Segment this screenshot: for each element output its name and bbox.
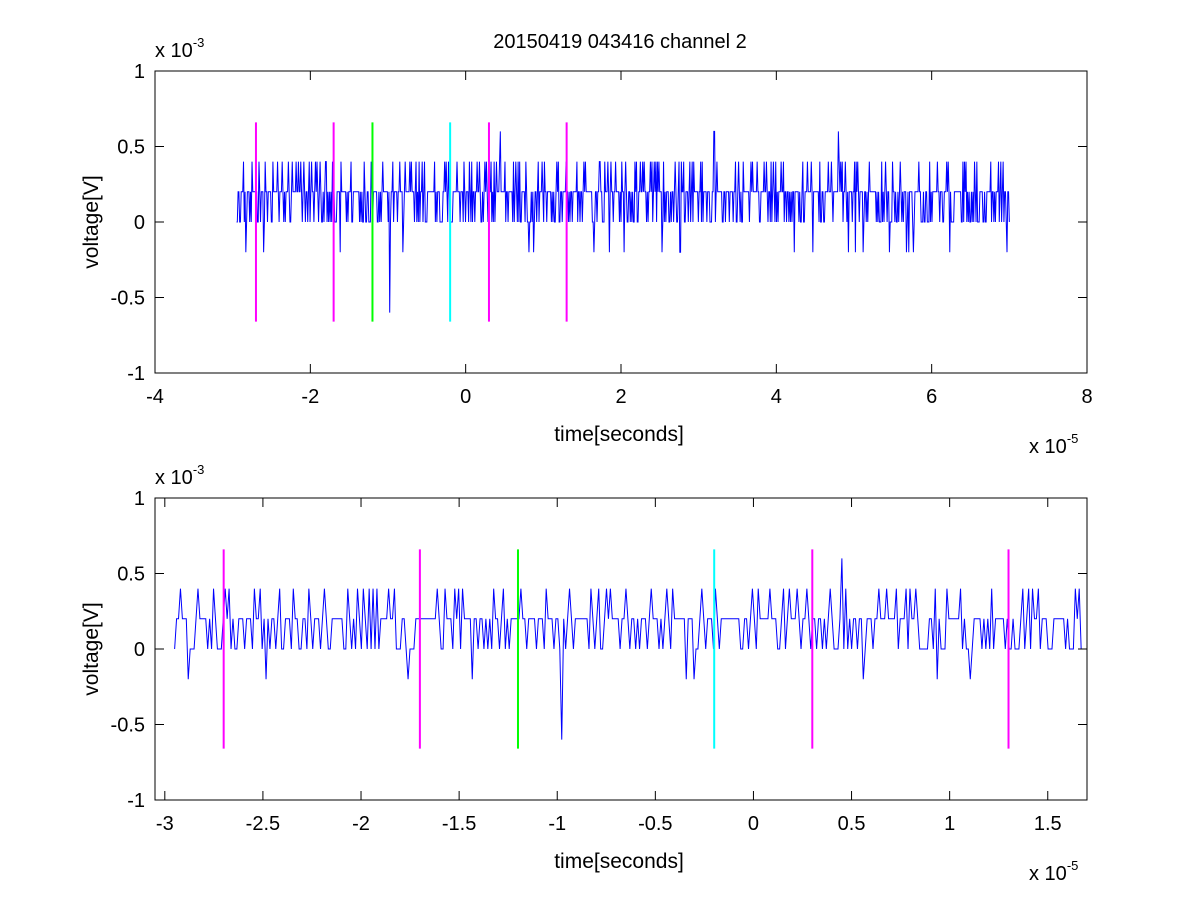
x-tick-label: -1.5 <box>442 813 476 835</box>
y-exponent-base: x 10 <box>155 467 193 489</box>
y-tick-label: 0 <box>134 639 145 661</box>
y-tick-label: 1 <box>134 61 145 83</box>
y-exponent-power: -3 <box>193 462 205 477</box>
y-axis-label: voltage[V] <box>80 175 103 268</box>
y-exponent-label: x 10-3 <box>155 35 204 62</box>
y-tick-label: -0.5 <box>111 288 145 310</box>
bottom-axes: -3 -2.5 -2 -1.5 -1 -0.5 0 0.5 1 1.5 -1 -0.5 0 0.5 1 x 1… <box>80 462 1088 885</box>
y-exponent-power: -3 <box>193 35 205 50</box>
y-exponent-label: x 10-3 <box>155 462 204 489</box>
x-exponent-label: x 10-5 <box>1029 431 1078 458</box>
x-axis-label: time[seconds] <box>554 423 684 446</box>
x-exponent-base: x 10 <box>1029 436 1067 458</box>
x-tick-label: 2 <box>615 386 626 408</box>
x-exponent-power: -5 <box>1067 858 1079 873</box>
y-exponent-base: x 10 <box>155 40 193 62</box>
y-tick-label: 0.5 <box>117 137 145 159</box>
y-tick-label: -1 <box>127 790 145 812</box>
y-tick-label: 0.5 <box>117 564 145 586</box>
top-axes: -4 -2 0 2 4 6 8-1-0.500.51x 10-3x 10-5time[sec… <box>80 35 1093 458</box>
y-tick-label: 1 <box>134 488 145 510</box>
x-tick-label: 6 <box>926 386 937 408</box>
y-tick-label: -1 <box>127 363 145 385</box>
x-tick-label: 4 <box>771 386 782 408</box>
x-tick-label: -2 <box>301 386 319 408</box>
x-tick-label: -3 <box>156 813 174 835</box>
figure-title: 20150419 043416 channel 2 <box>493 31 747 53</box>
x-tick-label: 1 <box>944 813 955 835</box>
x-exponent-label: x 10-5 <box>1029 858 1078 885</box>
signal-trace-line <box>174 558 1087 740</box>
x-tick-label: -1 <box>548 813 566 835</box>
y-axis-label: voltage[V] <box>80 602 103 695</box>
x-tick-label: 0 <box>460 386 471 408</box>
y-tick-label: -0.5 <box>111 715 145 737</box>
x-tick-label: 8 <box>1081 386 1092 408</box>
x-tick-label: 1.5 <box>1034 813 1062 835</box>
x-tick-label: -4 <box>146 386 164 408</box>
y-tick-label: 0 <box>134 212 145 234</box>
x-tick-label: -2.5 <box>246 813 280 835</box>
x-tick-label: 0.5 <box>838 813 866 835</box>
x-axis-label: time[seconds] <box>554 850 684 873</box>
x-tick-label: -0.5 <box>638 813 672 835</box>
x-exponent-power: -5 <box>1067 431 1079 446</box>
signal-trace-line <box>236 130 1010 313</box>
x-tick-label: -2 <box>352 813 370 835</box>
x-exponent-base: x 10 <box>1029 863 1067 885</box>
x-tick-label: 0 <box>748 813 759 835</box>
